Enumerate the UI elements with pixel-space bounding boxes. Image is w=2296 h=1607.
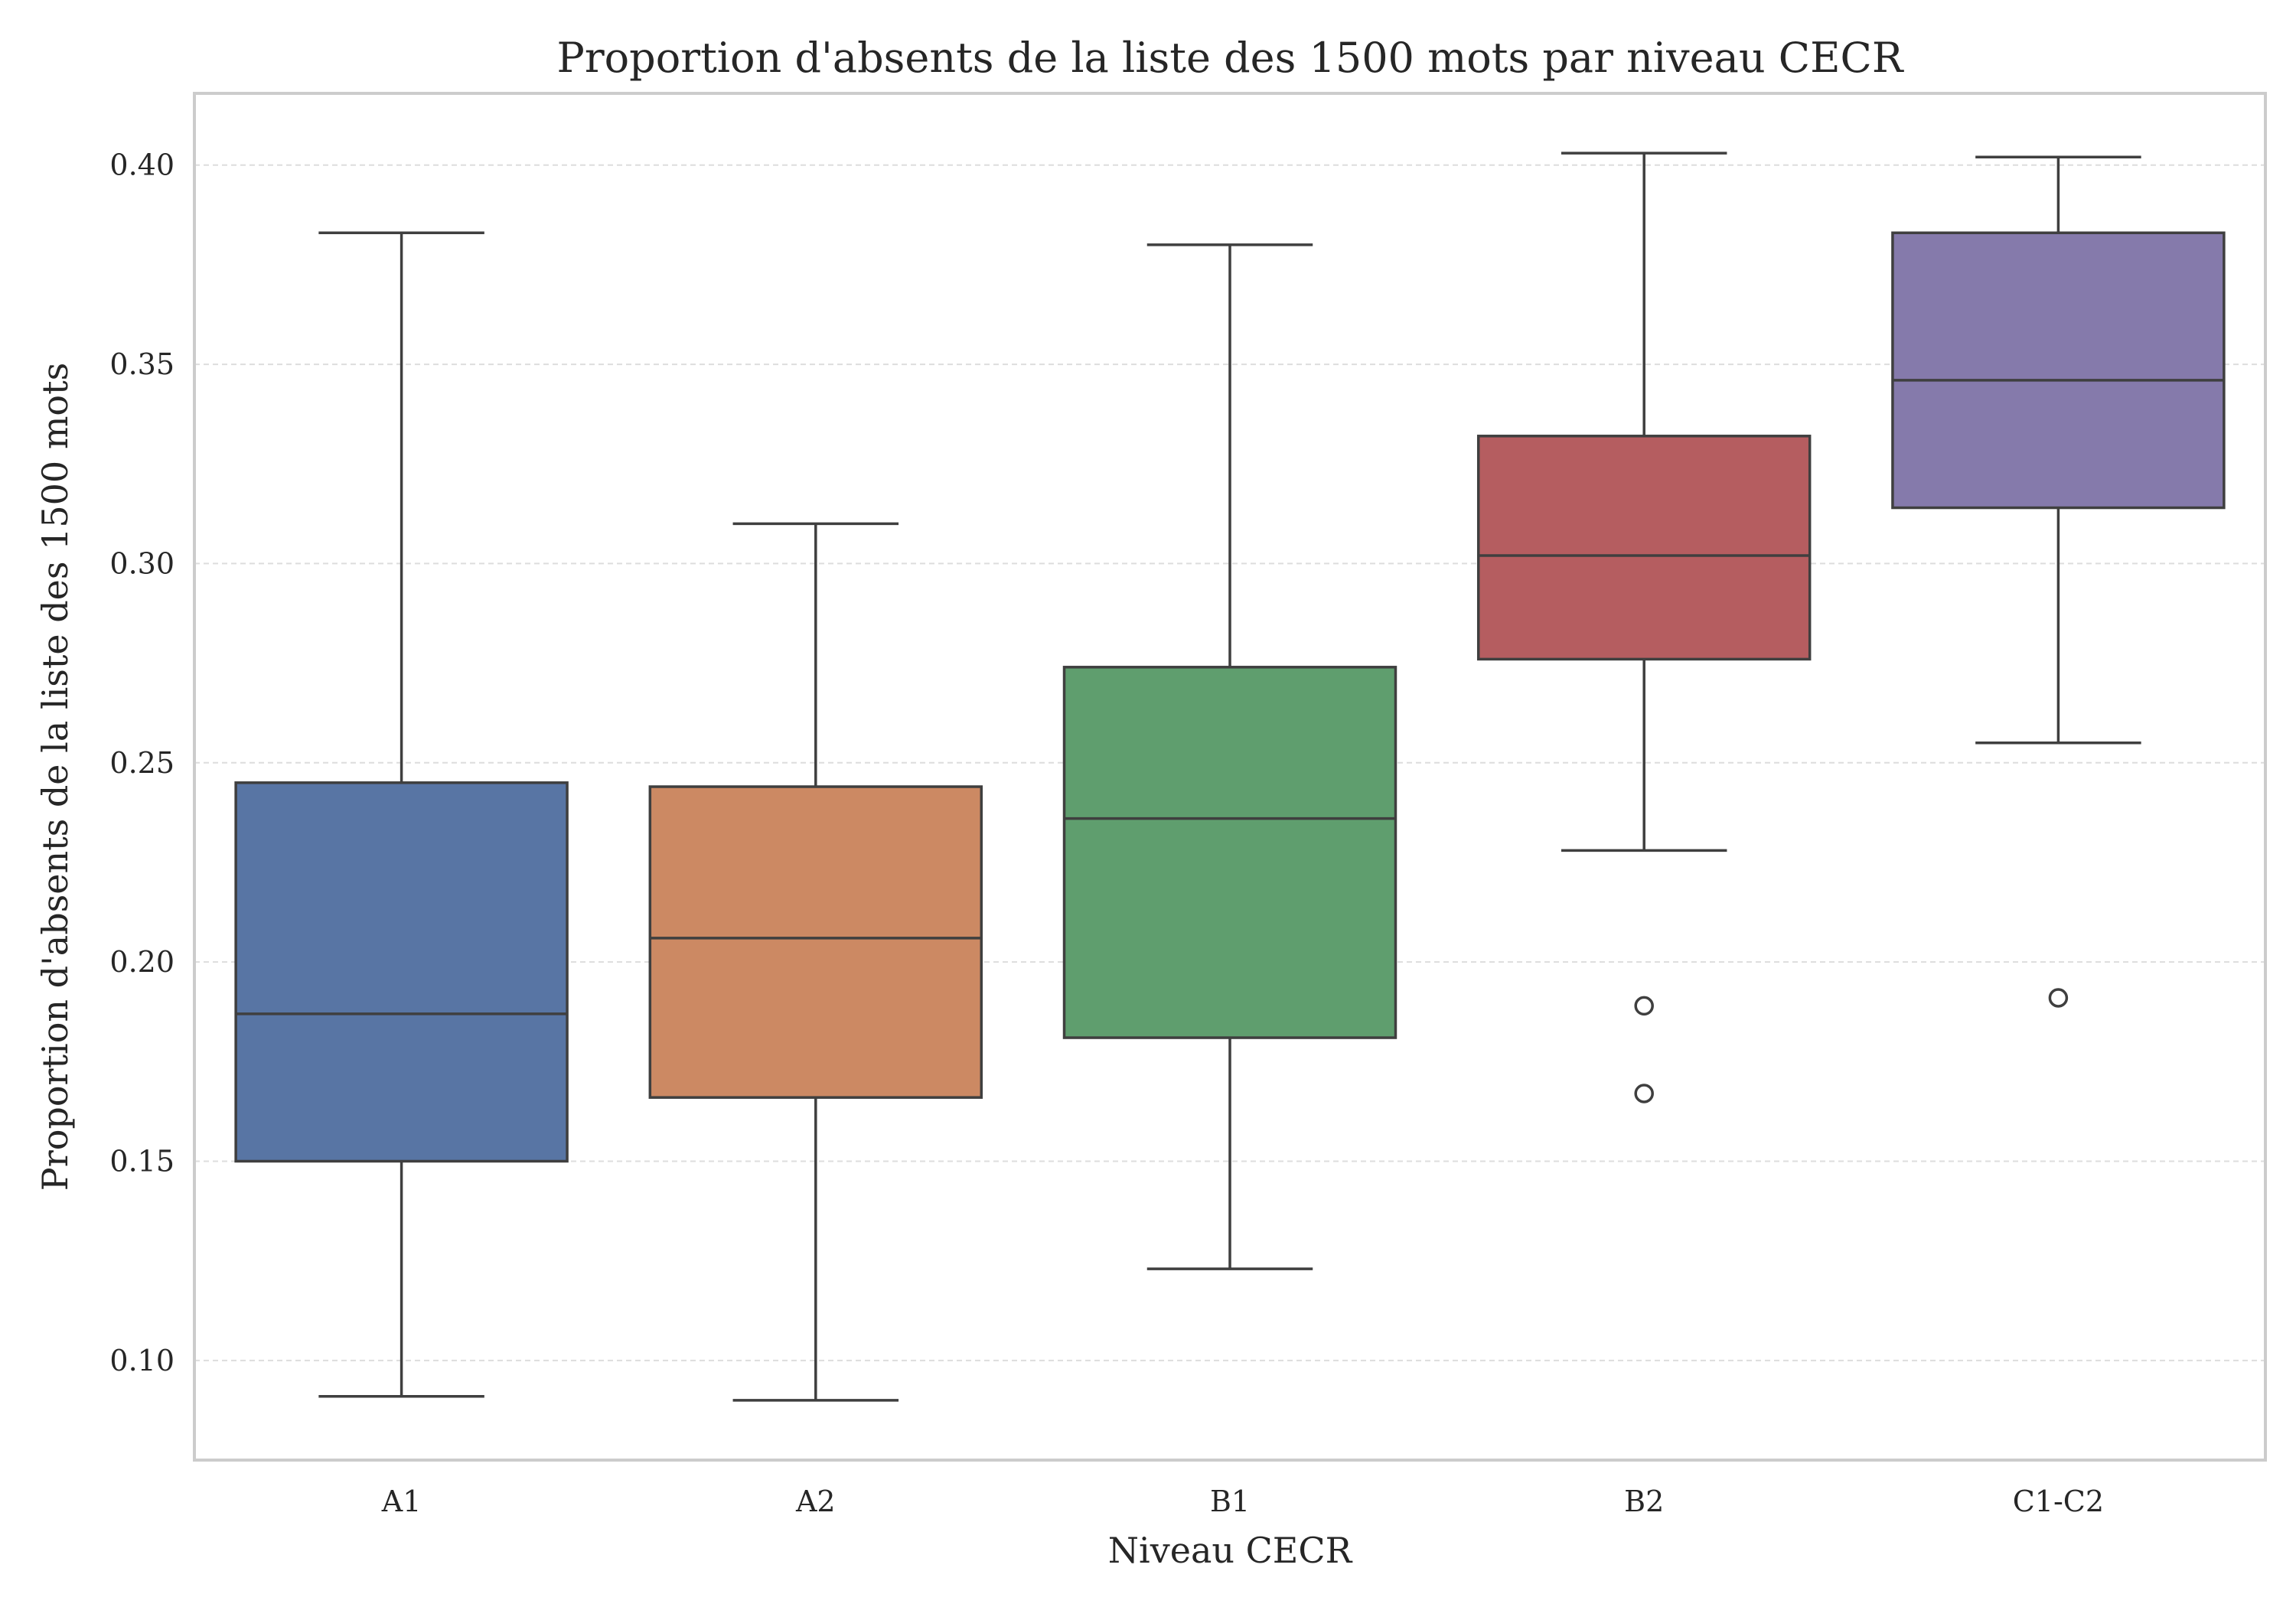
outlier-point [2048,988,2069,1008]
box-body [1062,666,1397,1039]
y-tick-label: 0.35 [109,347,174,381]
box-c1-c2 [1891,155,2226,1008]
y-axis-ticks: 0.10 0.15 0.20 0.25 0.30 0.35 0.40 [109,148,174,1377]
box-body [1476,435,1812,661]
x-axis-label: Niveau CECR [1108,1530,1353,1571]
x-axis-ticks: A1 A2 B1 B2 C1-C2 [381,1485,2104,1518]
y-tick-label: 0.10 [109,1344,174,1377]
outlier-point [1634,996,1654,1016]
box-a1 [234,231,569,1398]
box-body [648,785,983,1099]
y-tick-label: 0.30 [109,546,174,580]
box-body [234,781,569,1163]
x-tick-label: C1-C2 [2013,1485,2104,1518]
y-tick-label: 0.15 [109,1144,174,1178]
box-b1 [1062,243,1397,1270]
y-tick-label: 0.20 [109,945,174,979]
box-b2 [1476,152,1812,1103]
y-axis-label: Proportion d'absents de la liste des 150… [34,363,76,1191]
x-tick-label: B1 [1210,1485,1250,1518]
x-tick-label: A2 [795,1485,836,1518]
x-tick-label: A1 [381,1485,422,1518]
y-tick-label: 0.40 [109,148,174,182]
box-series [234,152,2226,1402]
box-body [1891,231,2226,510]
chart-title: Proportion d'absents de la liste des 150… [557,34,1904,82]
box-a2 [648,522,983,1402]
outlier-point [1634,1084,1654,1103]
plot-frame [193,92,2267,1462]
y-tick-label: 0.25 [109,746,174,780]
x-tick-label: B2 [1624,1485,1664,1518]
